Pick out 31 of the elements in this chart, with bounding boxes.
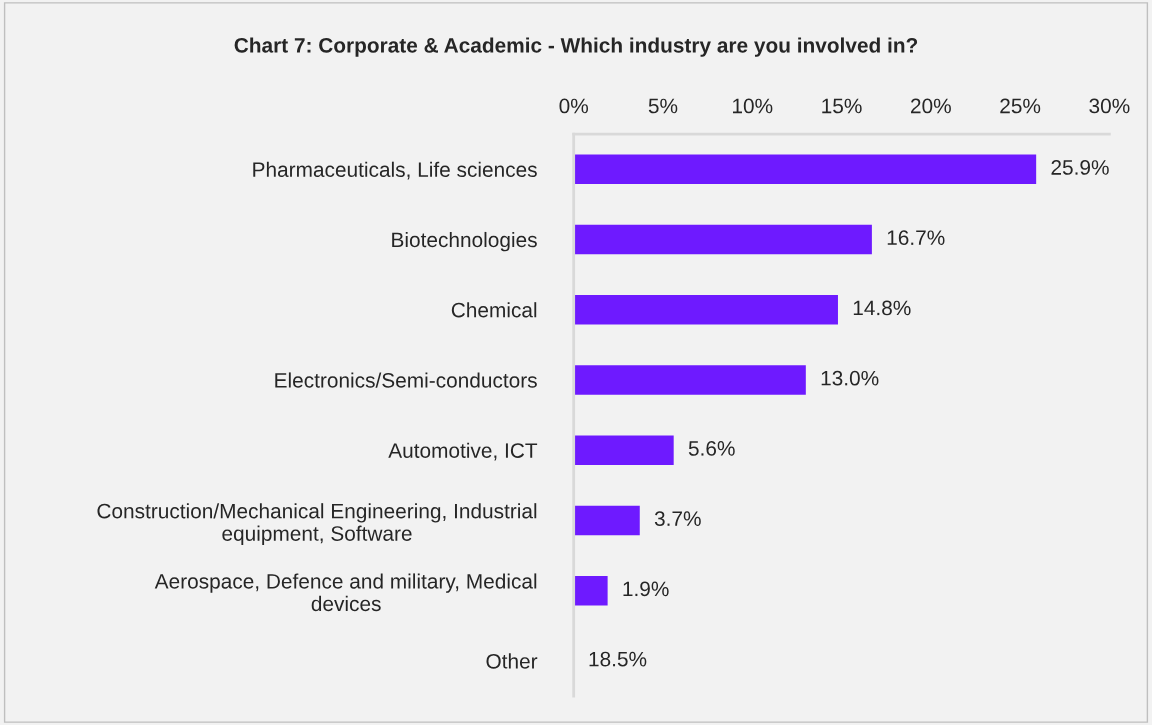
x-tick-label: 25% bbox=[1000, 98, 1041, 114]
bar bbox=[573, 294, 838, 325]
text: 18.5% bbox=[589, 651, 647, 667]
data-label: 13.0% bbox=[821, 370, 879, 386]
y-tick-label: Automotive, ICT bbox=[388, 442, 538, 461]
data-label: 5.6% bbox=[688, 441, 735, 456]
x-tick-label: 10% bbox=[733, 98, 773, 114]
y-tick-label: Other bbox=[486, 653, 538, 669]
bar bbox=[573, 575, 608, 606]
x-tick-label: 5% bbox=[648, 98, 678, 114]
x-tick-label: 0% bbox=[559, 98, 589, 114]
bar bbox=[573, 224, 872, 255]
data-label: 3.7% bbox=[654, 511, 701, 527]
bar bbox=[573, 154, 1037, 184]
data-label: 16.7% bbox=[887, 230, 945, 246]
data-label: 25.9% bbox=[1051, 160, 1109, 175]
bar bbox=[573, 505, 640, 536]
y-tick-label: Construction/Mechanical Engineering, Industrial equipment, Software bbox=[97, 503, 537, 546]
y-tick-label: Biotechnologies bbox=[392, 231, 537, 252]
bar bbox=[573, 365, 806, 395]
y-tick-label: Aerospace, Defence and military, Medical devices bbox=[154, 573, 537, 612]
x-tick-label: 15% bbox=[822, 98, 862, 114]
bar bbox=[573, 435, 674, 465]
y-tick-label: Electronics/Semi-conductors bbox=[275, 372, 537, 388]
y-tick-label: Chemical bbox=[451, 302, 537, 318]
x-tick-label: 30% bbox=[1089, 98, 1130, 114]
chart-title: Chart 7: Corporate & Academic - Which industry are you involved in? bbox=[234, 37, 918, 57]
x-tick-label: 20% bbox=[911, 98, 951, 114]
data-label: 14.8% bbox=[853, 300, 911, 316]
data-label: 1.9% bbox=[623, 581, 669, 597]
y-tick-label: Pharmaceuticals, Life sciences bbox=[253, 161, 537, 180]
